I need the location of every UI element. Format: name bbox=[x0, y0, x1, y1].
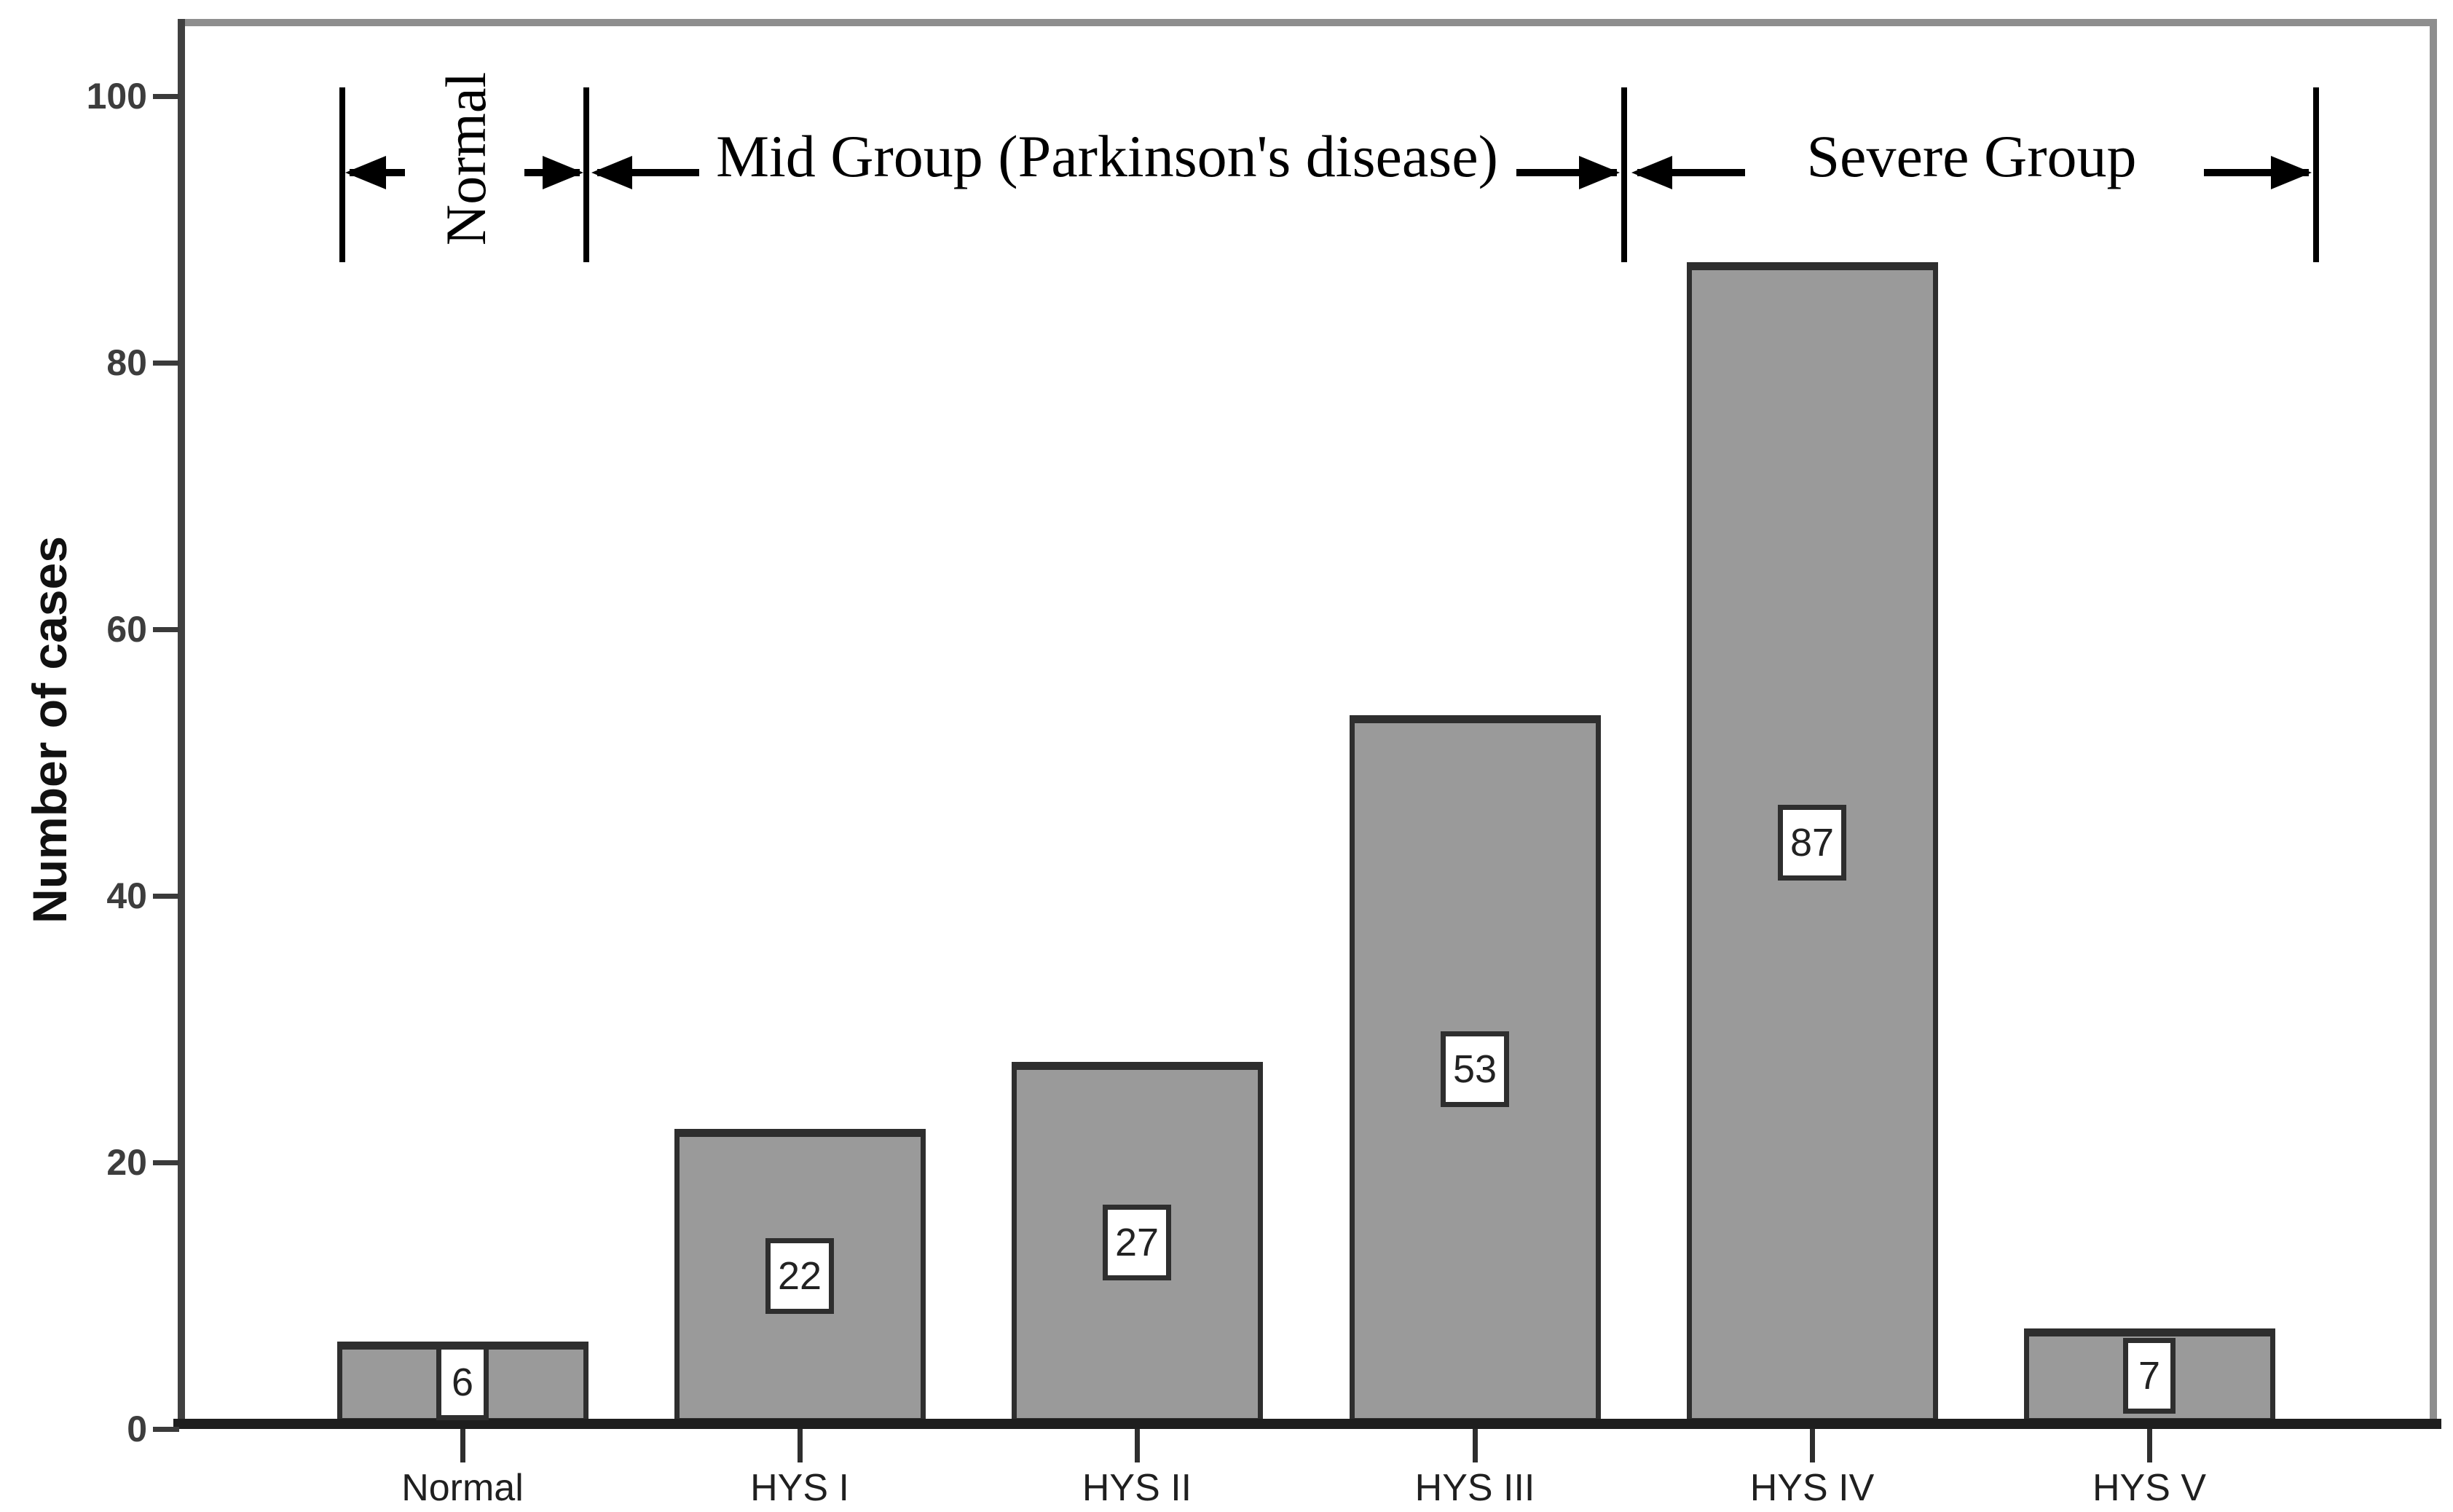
x-tick-mark bbox=[798, 1429, 803, 1462]
y-axis-title: Number of cases bbox=[23, 536, 76, 924]
arrow-shaft bbox=[1637, 169, 1745, 176]
group-label-severe: Severe Group bbox=[1806, 123, 2137, 189]
plot-border-top bbox=[178, 19, 2437, 26]
arrowhead-right-icon bbox=[1579, 156, 1620, 189]
arrow-shaft bbox=[2204, 169, 2309, 176]
arrowhead-left-icon bbox=[591, 156, 632, 189]
x-category-label-hys-iv: HYS IV bbox=[1749, 1467, 1875, 1509]
y-tick-mark-80 bbox=[153, 361, 179, 366]
bar-value-label: 22 bbox=[765, 1238, 834, 1314]
x-tick-mark bbox=[1473, 1429, 1478, 1462]
x-tick-mark bbox=[1135, 1429, 1140, 1462]
y-tick-label-0: 0 bbox=[127, 1409, 147, 1449]
arrowhead-right-icon bbox=[543, 156, 583, 189]
y-tick-mark-100 bbox=[153, 94, 179, 99]
bar-value-label: 27 bbox=[1103, 1205, 1171, 1280]
y-tick-label-100: 100 bbox=[86, 76, 147, 117]
x-tick-mark bbox=[2147, 1429, 2152, 1462]
group-label-mid: Mid Group (Parkinson's disease) bbox=[716, 123, 1498, 189]
x-tick-mark bbox=[1810, 1429, 1815, 1462]
x-category-label-hys-v: HYS V bbox=[2092, 1467, 2207, 1509]
bar-value-label: 87 bbox=[1778, 805, 1846, 881]
y-tick-mark-20 bbox=[153, 1160, 179, 1165]
group-boundary-line bbox=[583, 87, 589, 262]
x-category-label-hys-ii: HYS II bbox=[1082, 1467, 1192, 1509]
bar-value-label: 7 bbox=[2123, 1338, 2176, 1414]
arrowhead-left-icon bbox=[1631, 156, 1672, 189]
y-axis-line bbox=[178, 19, 185, 1426]
x-axis-line bbox=[173, 1419, 2441, 1429]
arrowhead-left-icon bbox=[345, 156, 386, 189]
x-category-label-hys-i: HYS I bbox=[750, 1467, 849, 1509]
x-category-label-normal: Normal bbox=[401, 1467, 524, 1509]
bar-value-label: 53 bbox=[1441, 1031, 1509, 1107]
arrow-shaft bbox=[1516, 169, 1617, 176]
y-tick-label-80: 80 bbox=[106, 342, 147, 383]
y-tick-mark-0 bbox=[153, 1427, 179, 1432]
x-category-label-hys-iii: HYS III bbox=[1414, 1467, 1535, 1509]
y-tick-label-60: 60 bbox=[106, 609, 147, 650]
y-tick-mark-40 bbox=[153, 894, 179, 899]
group-label-normal: Normal bbox=[434, 71, 497, 246]
arrow-shaft bbox=[597, 169, 699, 176]
group-boundary-line bbox=[2313, 87, 2319, 262]
y-tick-mark-60 bbox=[153, 627, 179, 632]
bar-value-label: 6 bbox=[436, 1344, 489, 1420]
plot-border-right bbox=[2430, 19, 2437, 1426]
arrowhead-right-icon bbox=[2271, 156, 2312, 189]
y-tick-label-20: 20 bbox=[106, 1142, 147, 1183]
group-boundary-line bbox=[1621, 87, 1627, 262]
group-boundary-line bbox=[339, 87, 345, 262]
y-tick-label-40: 40 bbox=[106, 875, 147, 916]
x-tick-mark bbox=[460, 1429, 465, 1462]
